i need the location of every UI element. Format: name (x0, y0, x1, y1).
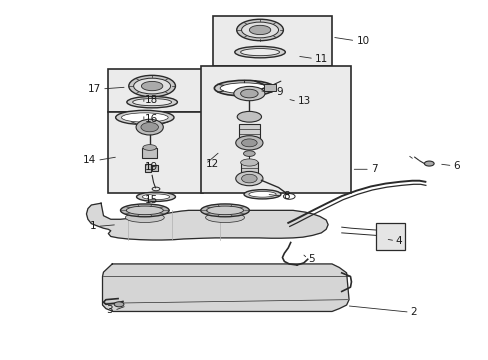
Ellipse shape (235, 171, 263, 186)
Text: 19: 19 (144, 162, 158, 172)
Text: 1: 1 (89, 221, 96, 231)
Text: 6: 6 (453, 161, 459, 171)
Ellipse shape (237, 111, 261, 122)
Bar (240, 162, 258, 176)
Text: 16: 16 (144, 114, 158, 124)
Polygon shape (86, 203, 327, 240)
Bar (152, 165, 158, 171)
Ellipse shape (214, 80, 274, 96)
Ellipse shape (233, 86, 264, 101)
Ellipse shape (206, 206, 243, 215)
Ellipse shape (424, 161, 433, 166)
Ellipse shape (132, 99, 171, 106)
Text: 14: 14 (83, 156, 96, 165)
Ellipse shape (241, 139, 257, 147)
Ellipse shape (126, 96, 177, 108)
Ellipse shape (201, 204, 249, 217)
Text: 4: 4 (394, 236, 401, 246)
Ellipse shape (243, 151, 255, 157)
Ellipse shape (234, 46, 285, 58)
Ellipse shape (241, 174, 257, 183)
Text: 13: 13 (297, 96, 310, 107)
Bar (264, 84, 276, 91)
Bar (108, 69, 203, 112)
Ellipse shape (136, 119, 163, 135)
Ellipse shape (121, 113, 168, 122)
Ellipse shape (240, 159, 258, 166)
Ellipse shape (141, 122, 158, 132)
Bar (142, 148, 157, 158)
Text: 8: 8 (283, 191, 289, 201)
Ellipse shape (205, 212, 244, 222)
Text: 15: 15 (144, 195, 158, 204)
Ellipse shape (241, 22, 278, 38)
Ellipse shape (114, 302, 123, 307)
Ellipse shape (236, 19, 283, 41)
Ellipse shape (136, 192, 175, 202)
Polygon shape (102, 264, 348, 311)
Text: 3: 3 (106, 305, 113, 315)
Text: 5: 5 (307, 253, 314, 264)
Ellipse shape (240, 49, 279, 56)
Bar (108, 112, 203, 193)
Ellipse shape (120, 204, 169, 217)
Ellipse shape (244, 190, 281, 199)
Ellipse shape (133, 78, 170, 94)
Bar (212, 16, 331, 66)
Ellipse shape (240, 89, 258, 98)
Ellipse shape (220, 83, 268, 94)
Text: 9: 9 (276, 87, 282, 98)
Ellipse shape (128, 75, 175, 97)
Ellipse shape (248, 192, 276, 197)
Bar (144, 163, 150, 172)
Ellipse shape (126, 206, 163, 215)
Text: 2: 2 (409, 307, 416, 317)
Text: 7: 7 (370, 164, 377, 174)
Ellipse shape (141, 81, 163, 91)
Ellipse shape (142, 145, 156, 150)
Ellipse shape (116, 111, 174, 125)
Ellipse shape (125, 212, 164, 222)
Text: 17: 17 (88, 84, 101, 94)
Ellipse shape (249, 25, 270, 35)
Text: 11: 11 (314, 54, 327, 64)
Text: 12: 12 (205, 159, 219, 169)
Bar (375, 223, 404, 249)
Text: 10: 10 (356, 36, 369, 46)
Bar (201, 66, 351, 193)
Ellipse shape (142, 194, 169, 200)
Bar (238, 124, 260, 140)
Text: 18: 18 (144, 95, 158, 105)
Ellipse shape (235, 136, 263, 150)
